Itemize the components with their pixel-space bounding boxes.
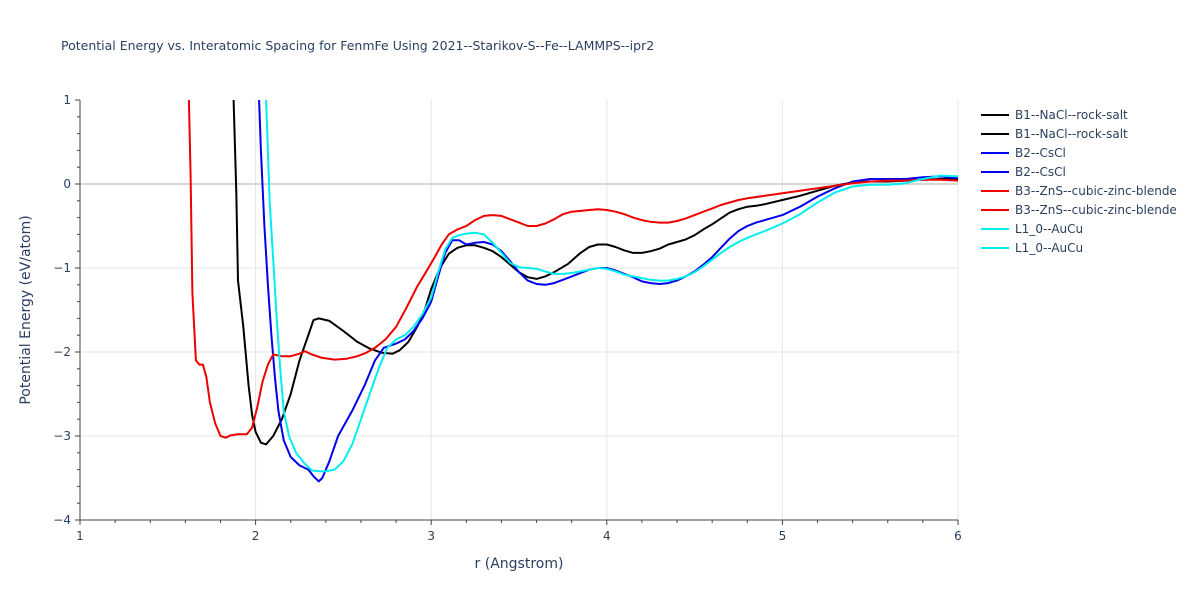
legend-label: B2--CsCl [1015,146,1066,160]
x-tick-label: 1 [76,529,84,543]
y-tick-label: 0 [63,177,71,191]
x-tick-label: 2 [252,529,260,543]
series-line [232,100,958,446]
y-tick-label: −2 [53,345,71,359]
legend-item[interactable]: B2--CsCl [981,146,1066,160]
legend-item[interactable]: B3--ZnS--cubic-zinc-blende [981,203,1177,217]
x-tick-label: 6 [954,529,962,543]
chart-title: Potential Energy vs. Interatomic Spacing… [61,38,654,53]
x-tick-label: 4 [603,529,611,543]
y-tick-label: −3 [53,429,71,443]
legend-label: B2--CsCl [1015,165,1066,179]
legend-label: B1--NaCl--rock-salt [1015,108,1128,122]
legend[interactable]: B1--NaCl--rock-salt B1--NaCl--rock-salt B2… [981,108,1177,255]
plot-lines [187,100,958,483]
series-line [265,100,958,473]
x-axis-title: r (Angstrom) [475,556,564,572]
legend-label: B3--ZnS--cubic-zinc-blende [1015,203,1177,217]
series-line [187,100,958,439]
legend-label: L1_0--AuCu [1015,241,1083,255]
legend-item[interactable]: B1--NaCl--rock-salt [981,108,1128,122]
y-tick-label: −4 [53,513,71,527]
legend-label: B3--ZnS--cubic-zinc-blende [1015,184,1177,198]
legend-item[interactable]: B2--CsCl [981,165,1066,179]
tick-labels: 1 2 3 4 5 6 1 0 −1 −2 −3 −4 [53,93,962,543]
legend-item[interactable]: B1--NaCl--rock-salt [981,127,1128,141]
y-tick-label: −1 [53,261,71,275]
legend-label: L1_0--AuCu [1015,222,1083,236]
axes [75,99,959,525]
legend-item[interactable]: B3--ZnS--cubic-zinc-blende [981,184,1177,198]
legend-item[interactable]: L1_0--AuCu [981,241,1083,255]
x-tick-label: 3 [427,529,435,543]
y-axis-title: Potential Energy (eV/atom) [18,215,34,404]
legend-item[interactable]: L1_0--AuCu [981,222,1083,236]
grid-lines [80,100,959,520]
y-tick-label: 1 [63,93,71,107]
legend-label: B1--NaCl--rock-salt [1015,127,1128,141]
series-line [258,100,958,483]
x-tick-label: 5 [779,529,787,543]
